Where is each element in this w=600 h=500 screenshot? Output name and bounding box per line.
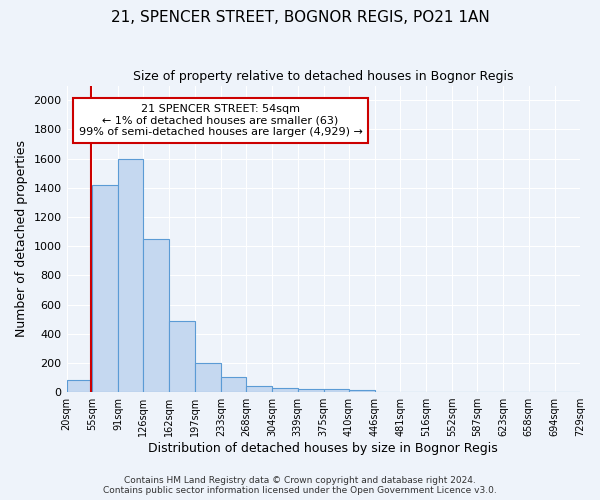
Bar bbox=[67, 380, 92, 392]
Bar bbox=[221, 377, 246, 392]
Bar bbox=[92, 185, 118, 392]
X-axis label: Distribution of detached houses by size in Bognor Regis: Distribution of detached houses by size … bbox=[148, 442, 498, 455]
Bar bbox=[298, 389, 323, 392]
Bar bbox=[323, 390, 349, 392]
Text: Contains HM Land Registry data © Crown copyright and database right 2024.
Contai: Contains HM Land Registry data © Crown c… bbox=[103, 476, 497, 495]
Bar bbox=[272, 388, 298, 392]
Bar bbox=[143, 239, 169, 392]
Bar bbox=[349, 390, 375, 392]
Text: 21 SPENCER STREET: 54sqm
← 1% of detached houses are smaller (63)
99% of semi-de: 21 SPENCER STREET: 54sqm ← 1% of detache… bbox=[79, 104, 362, 137]
Text: 21, SPENCER STREET, BOGNOR REGIS, PO21 1AN: 21, SPENCER STREET, BOGNOR REGIS, PO21 1… bbox=[110, 10, 490, 25]
Bar bbox=[169, 320, 195, 392]
Y-axis label: Number of detached properties: Number of detached properties bbox=[15, 140, 28, 338]
Title: Size of property relative to detached houses in Bognor Regis: Size of property relative to detached ho… bbox=[133, 70, 514, 83]
Bar bbox=[246, 386, 272, 392]
Bar bbox=[118, 158, 143, 392]
Bar bbox=[195, 363, 221, 392]
